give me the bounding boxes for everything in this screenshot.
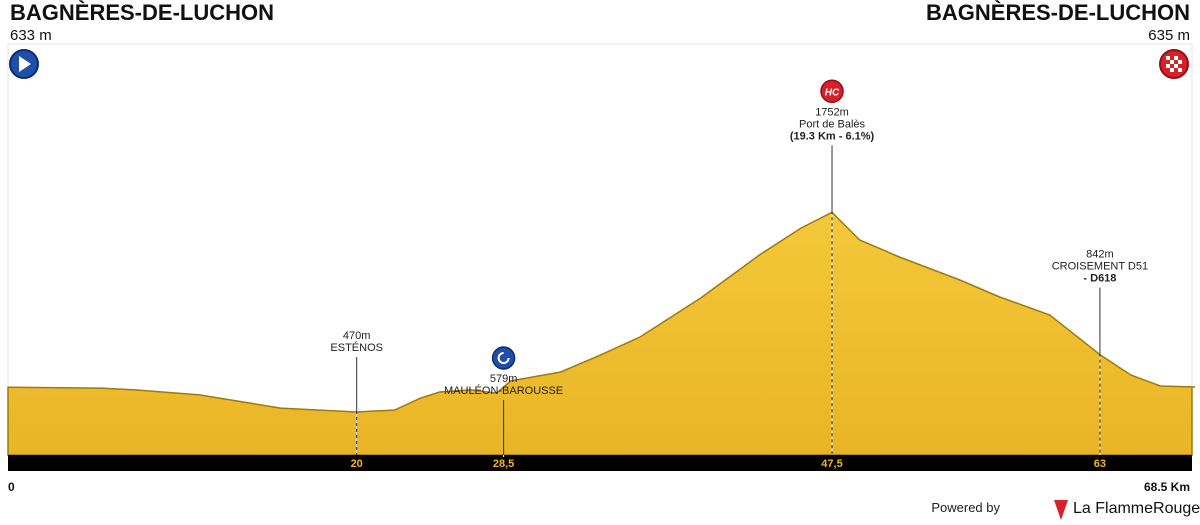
hc-badge	[820, 79, 844, 104]
finish-name: BAGNÈRES-DE-LUCHON	[926, 0, 1190, 25]
waypoint-label: 470m	[343, 330, 371, 342]
x-tick-label: 47,5	[821, 458, 842, 470]
powered-by: Powered by	[931, 500, 1000, 515]
distance-bar	[8, 455, 1192, 471]
waypoint-label: 579m	[490, 373, 518, 385]
brand-logo	[1054, 500, 1068, 520]
x-end-label: 68.5 Km	[1144, 480, 1190, 494]
waypoint-label: - D618	[1083, 273, 1116, 285]
start-icon	[9, 49, 39, 79]
x-start-label: 0	[8, 480, 15, 494]
finish-altitude: 635 m	[1148, 27, 1190, 44]
waypoint-label: 1752m	[815, 106, 849, 118]
x-tick-label: 20	[351, 458, 363, 470]
hc-badge-text: HC	[825, 87, 840, 98]
waypoint-label: MAULÉON-BAROUSSE	[444, 384, 563, 397]
waypoint-label: (19.3 Km - 6.1%)	[790, 130, 875, 142]
waypoint-label: Port de Balès	[799, 118, 866, 130]
x-tick-label: 63	[1094, 458, 1106, 470]
waypoint-label: ESTÉNOS	[330, 341, 383, 354]
brand: La FlammeRouge	[1073, 500, 1200, 517]
profile	[7, 211, 1196, 456]
finish-icon	[1159, 49, 1189, 79]
profile-area	[7, 211, 1196, 456]
start-altitude: 633 m	[10, 27, 52, 44]
waypoint-label: CROISEMENT D51	[1052, 261, 1148, 273]
x-tick-label: 28,5	[493, 458, 514, 470]
sprint-icon-glyph	[497, 352, 510, 364]
waypoint-label: 842m	[1086, 249, 1114, 261]
sprint-icon	[491, 346, 516, 370]
start-name: BAGNÈRES-DE-LUCHON	[10, 0, 274, 25]
